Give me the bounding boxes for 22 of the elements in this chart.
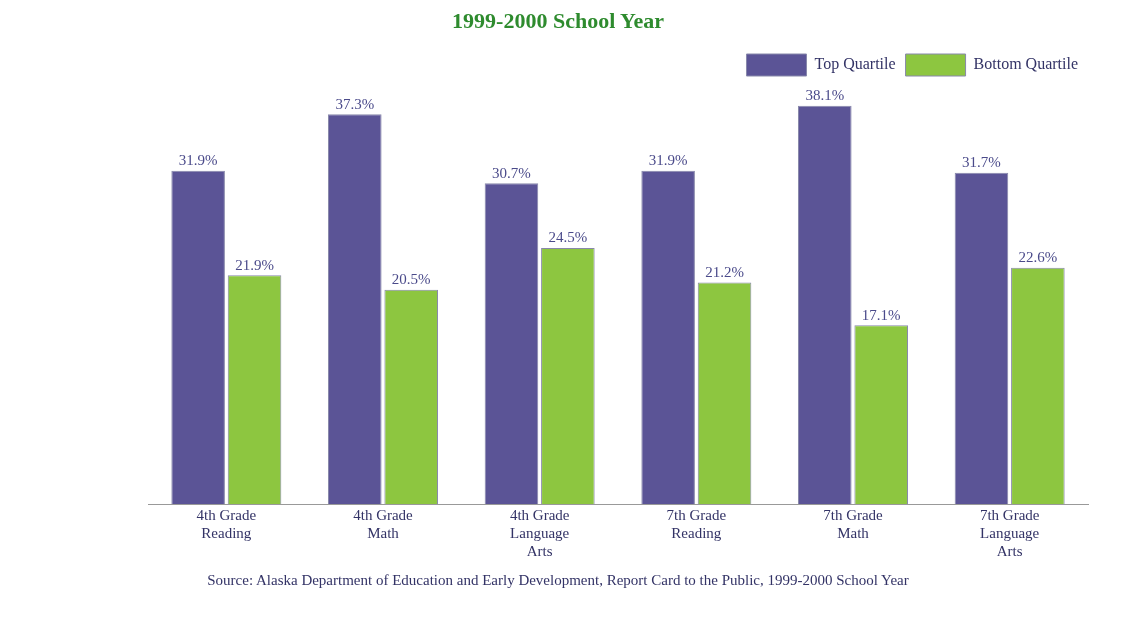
source-note: Source: Alaska Department of Education and Early Development, Report Card to the Public, 1999-2000 School Year xyxy=(206,572,910,589)
x-tick-label: 4th Grade Reading xyxy=(196,506,257,541)
data-label: 22.6% xyxy=(1018,249,1058,266)
legend-label: Top Quartile xyxy=(814,55,896,74)
data-label: 37.3% xyxy=(335,95,375,112)
x-tick-label: 7th Grade Reading xyxy=(666,506,727,541)
data-label: 38.1% xyxy=(805,87,845,104)
data-label: 21.2% xyxy=(705,263,744,280)
chart-title: 1999-2000 School Year xyxy=(451,8,665,34)
x-tick-label: 4th Grade Language Arts xyxy=(509,506,570,559)
data-label: 31.9% xyxy=(178,152,218,169)
x-tick-label: 4th Grade Math xyxy=(353,506,414,541)
x-tick-label: 7th Grade Language Arts xyxy=(979,506,1040,559)
legend-label: Bottom Quartile xyxy=(973,55,1079,73)
data-label: 21.9% xyxy=(235,256,274,273)
data-label: 31.7% xyxy=(962,154,1001,171)
x-tick-label: 7th Grade Math xyxy=(823,506,884,541)
data-label: 24.5% xyxy=(548,229,588,246)
data-label: 30.7% xyxy=(492,164,531,181)
data-label: 17.1% xyxy=(861,306,901,323)
data-label: 20.5% xyxy=(391,271,431,288)
data-label: 31.9% xyxy=(648,152,688,169)
